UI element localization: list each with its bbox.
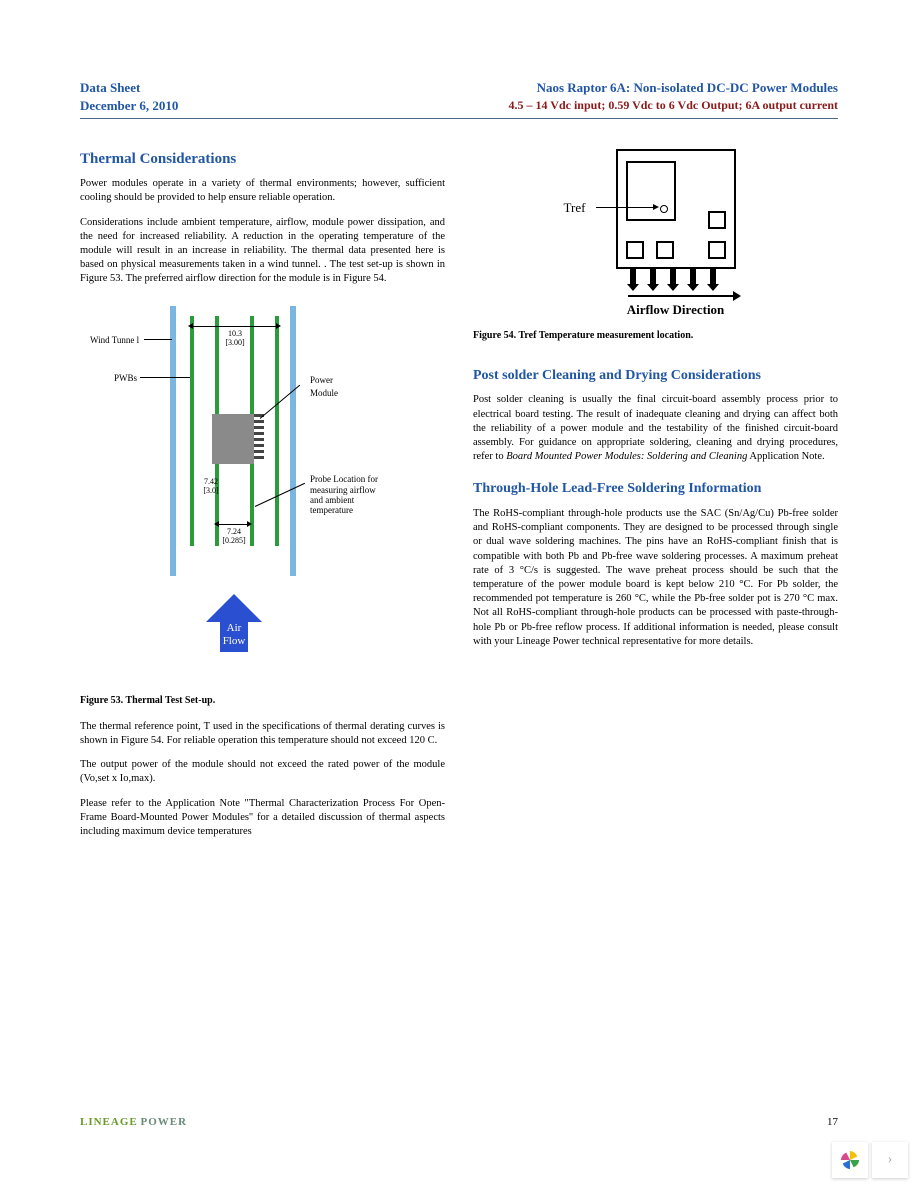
footer-lineage: LINEAGE bbox=[80, 1116, 138, 1128]
text: Application Note. bbox=[747, 451, 824, 462]
fig-label-probe: Probe Location for measuring airflow and… bbox=[310, 474, 380, 515]
header-right: Naos Raptor 6A: Non-isolated DC-DC Power… bbox=[509, 80, 838, 114]
paragraph: The RoHS-compliant through-hole products… bbox=[473, 507, 838, 649]
paragraph: Post solder cleaning is usually the fina… bbox=[473, 393, 838, 464]
figure-53: 10.3 [3.00] 7.42 [3.0] 7.24 [0.285] Wind… bbox=[100, 306, 360, 666]
chip-pad bbox=[708, 211, 726, 229]
paragraph: The output power of the module should no… bbox=[80, 758, 445, 786]
chevron-right-icon: › bbox=[888, 1152, 893, 1168]
left-column: Thermal Considerations Power modules ope… bbox=[80, 149, 445, 849]
viewer-logo-icon[interactable] bbox=[832, 1142, 868, 1178]
dim-label: 7.24 [0.285] bbox=[212, 528, 256, 546]
chip-pin-icon bbox=[690, 267, 696, 285]
power-module-box bbox=[212, 414, 254, 464]
pwb-bar bbox=[275, 316, 279, 546]
header: Data Sheet December 6, 2010 Naos Raptor … bbox=[80, 80, 838, 119]
figure-54-caption: Figure 54. Tref Temperature measurement … bbox=[473, 329, 838, 343]
chip-pin-icon bbox=[630, 267, 636, 285]
paragraph: Considerations include ambient temperatu… bbox=[80, 216, 445, 287]
header-left: Data Sheet December 6, 2010 bbox=[80, 80, 178, 114]
chip-pad bbox=[708, 241, 726, 259]
viewer-next-button[interactable]: › bbox=[872, 1142, 908, 1178]
airflow-direction-arrow-icon bbox=[628, 295, 734, 297]
viewer-nav: › bbox=[832, 1142, 908, 1178]
tunnel-bar bbox=[170, 306, 176, 576]
right-column: Tref Airflow Direction Figure 54. Tref T… bbox=[473, 149, 838, 849]
page: Data Sheet December 6, 2010 Naos Raptor … bbox=[0, 0, 918, 1188]
doc-subtitle: 4.5 – 14 Vdc input; 0.59 Vdc to 6 Vdc Ou… bbox=[509, 98, 838, 113]
airflow-arrow-icon: Air Flow bbox=[206, 594, 262, 652]
page-number: 17 bbox=[827, 1116, 838, 1128]
tref-arrow-icon bbox=[596, 207, 654, 208]
footer: LINEAGE POWER 17 bbox=[80, 1116, 838, 1128]
chip-pad bbox=[656, 241, 674, 259]
chip-pin-icon bbox=[650, 267, 656, 285]
dim-label: 7.42 [3.0] bbox=[196, 478, 226, 496]
doc-label: Data Sheet bbox=[80, 80, 178, 96]
section-heading-thermal: Thermal Considerations bbox=[80, 149, 445, 169]
paragraph: Please refer to the Application Note "Th… bbox=[80, 797, 445, 840]
footer-power: POWER bbox=[141, 1116, 188, 1128]
airflow-label: Air Flow bbox=[206, 622, 262, 646]
columns: Thermal Considerations Power modules ope… bbox=[80, 149, 838, 849]
tref-label: Tref bbox=[564, 199, 586, 217]
dim-arrow bbox=[192, 326, 277, 327]
dim-label: 10.3 [3.00] bbox=[215, 330, 255, 348]
doc-title: Naos Raptor 6A: Non-isolated DC-DC Power… bbox=[509, 80, 838, 96]
chip-outline bbox=[616, 149, 736, 269]
tunnel-bar bbox=[290, 306, 296, 576]
chip-inner bbox=[626, 161, 676, 221]
petal-logo-icon bbox=[839, 1149, 861, 1171]
airflow-direction-label: Airflow Direction bbox=[606, 301, 746, 319]
fig-label-pwb: PWBs bbox=[114, 372, 137, 384]
paragraph: Power modules operate in a variety of th… bbox=[80, 177, 445, 205]
section-heading-soldering: Through-Hole Lead-Free Soldering Informa… bbox=[473, 480, 838, 499]
tref-dot-icon bbox=[660, 205, 668, 213]
doc-date: December 6, 2010 bbox=[80, 98, 178, 114]
leader-line bbox=[255, 483, 305, 507]
footer-brand: LINEAGE POWER bbox=[80, 1116, 187, 1128]
leader-line bbox=[140, 377, 190, 378]
module-comb bbox=[254, 414, 264, 464]
leader-line bbox=[144, 339, 172, 340]
chip-pin-icon bbox=[710, 267, 716, 285]
fig-label-windtunnel: Wind Tunne l bbox=[90, 334, 139, 346]
pwb-bar bbox=[190, 316, 194, 546]
text-italic: Board Mounted Power Modules: Soldering a… bbox=[506, 451, 747, 462]
chip-pin-icon bbox=[670, 267, 676, 285]
figure-54: Tref Airflow Direction bbox=[556, 149, 756, 319]
paragraph: The thermal reference point, T used in t… bbox=[80, 720, 445, 748]
section-heading-cleaning: Post solder Cleaning and Drying Consider… bbox=[473, 367, 838, 386]
chip-pad bbox=[626, 241, 644, 259]
dim-arrow bbox=[218, 524, 248, 525]
figure-53-caption: Figure 53. Thermal Test Set-up. bbox=[80, 694, 445, 708]
fig-label-module: Power Module bbox=[310, 374, 360, 398]
